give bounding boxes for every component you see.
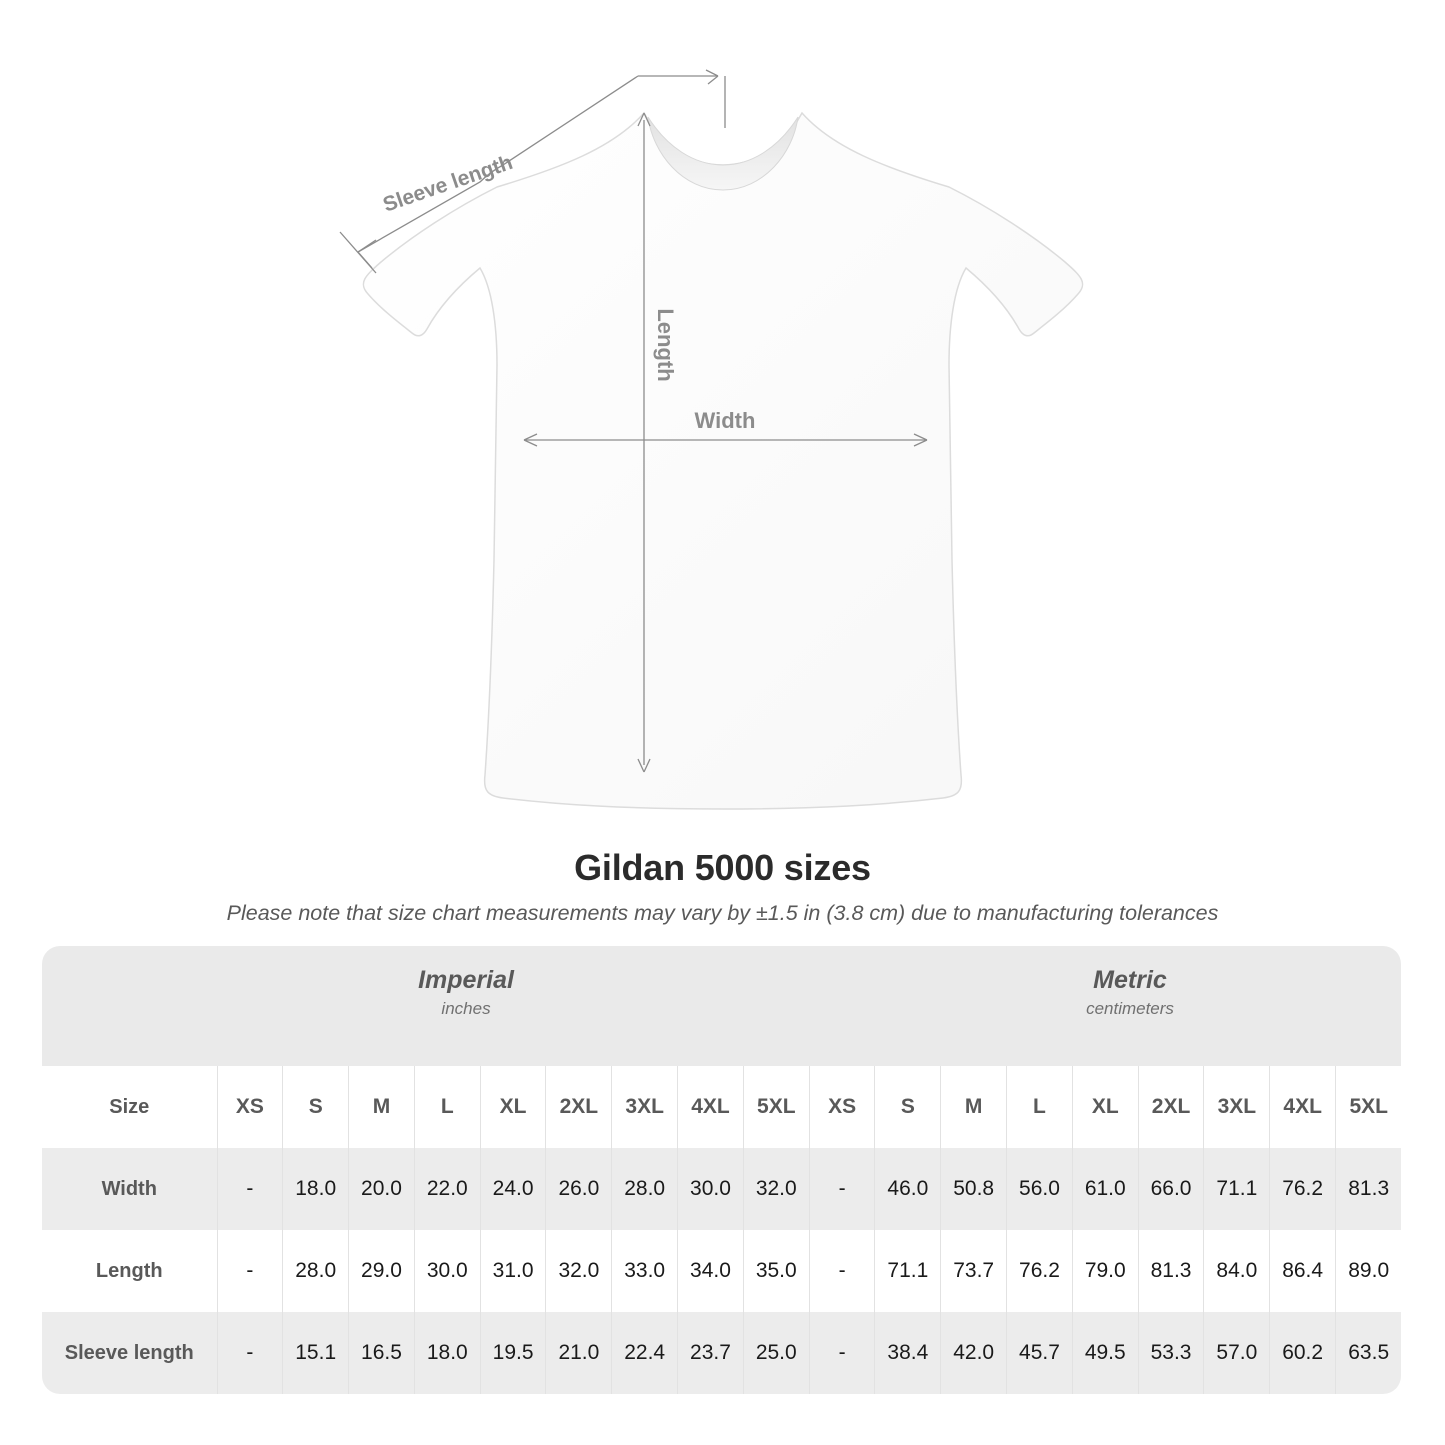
svg-text:Width: Width — [695, 408, 756, 433]
svg-text:Length: Length — [653, 308, 678, 381]
